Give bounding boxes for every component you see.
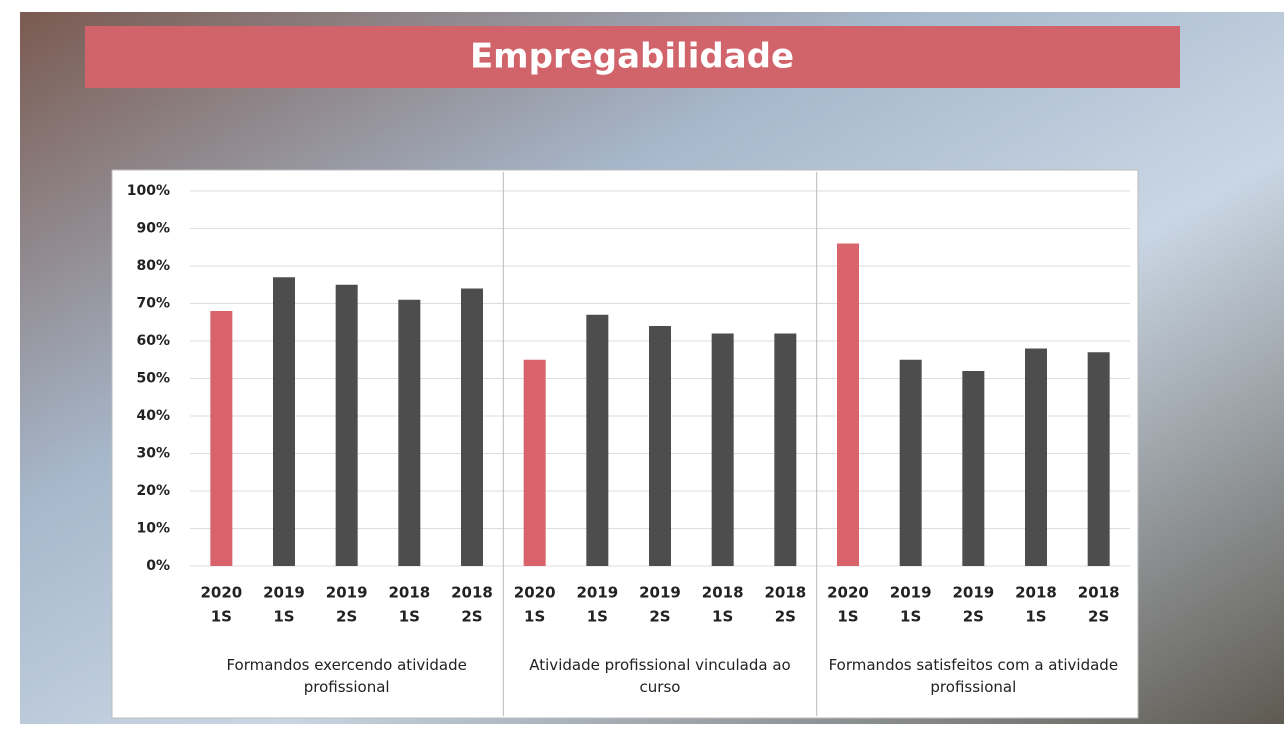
group-label-box: Formandos exercendo atividade profission… <box>226 656 467 696</box>
bar <box>649 326 671 566</box>
x-tick-label: 2018 <box>1078 584 1120 602</box>
x-tick-label: 2019 <box>639 584 681 602</box>
y-tick-label: 60% <box>136 333 170 349</box>
bar <box>210 311 233 566</box>
x-tick-label: 1S <box>712 608 733 626</box>
x-tick-label: 1S <box>1025 608 1046 626</box>
x-tick-label: 2018 <box>764 584 806 602</box>
group-label: Formandos satisfeitos com a atividade pr… <box>828 656 1119 696</box>
title-banner <box>85 26 1180 88</box>
group-label-box: Formandos satisfeitos com a atividade pr… <box>828 656 1119 696</box>
x-tick-label: 2020 <box>514 584 556 602</box>
bar <box>962 371 985 566</box>
y-tick-label: 20% <box>136 483 170 499</box>
y-tick-label: 30% <box>136 446 170 462</box>
y-tick-label: 10% <box>136 521 170 537</box>
x-tick-label: 1S <box>837 608 858 626</box>
bar <box>586 314 609 566</box>
x-tick-label: 2018 <box>702 584 744 602</box>
x-tick-label: 1S <box>587 608 608 626</box>
x-tick-label: 2019 <box>952 584 994 602</box>
bar <box>398 299 421 566</box>
y-tick-label: 70% <box>136 296 170 312</box>
bar <box>273 277 295 566</box>
x-tick-label: 2S <box>336 608 357 626</box>
bar <box>837 243 859 566</box>
x-tick-label: 1S <box>273 608 294 626</box>
x-tick-label: 2019 <box>263 584 305 602</box>
group-label: Atividade profissional vinculada ao curs… <box>529 656 791 696</box>
x-tick-label: 2S <box>1088 608 1109 626</box>
x-tick-label: 2S <box>775 608 796 626</box>
y-tick-label: 40% <box>136 408 170 424</box>
x-tick-label: 2019 <box>890 584 932 602</box>
x-tick-label: 2019 <box>576 584 618 602</box>
y-tick-label: 90% <box>136 221 170 237</box>
bar <box>1087 352 1110 566</box>
bar <box>1025 348 1047 566</box>
bar <box>461 288 483 566</box>
x-tick-label: 2020 <box>200 584 242 602</box>
bar <box>899 359 922 566</box>
x-tick-label: 1S <box>211 608 232 626</box>
group-label-box: Atividade profissional vinculada ao curs… <box>529 656 791 696</box>
bar <box>774 333 797 566</box>
y-tick-label: 100% <box>127 183 170 199</box>
group-label: Formandos exercendo atividade profission… <box>226 656 467 696</box>
x-tick-label: 2018 <box>388 584 430 602</box>
x-tick-label: 2018 <box>1015 584 1057 602</box>
x-tick-label: 2S <box>461 608 482 626</box>
x-tick-label: 2019 <box>326 584 368 602</box>
x-tick-label: 2018 <box>451 584 493 602</box>
x-tick-label: 2S <box>963 608 984 626</box>
x-tick-label: 2S <box>649 608 670 626</box>
x-tick-label: 2020 <box>827 584 869 602</box>
bar <box>523 359 546 566</box>
x-tick-label: 1S <box>524 608 545 626</box>
y-tick-label: 80% <box>136 258 170 274</box>
bar <box>335 284 358 566</box>
y-tick-label: 50% <box>136 371 170 387</box>
x-tick-label: 1S <box>900 608 921 626</box>
y-tick-label: 0% <box>146 558 170 574</box>
bar <box>711 333 734 566</box>
chart-title: Empregabilidade <box>470 37 794 77</box>
x-tick-label: 1S <box>399 608 420 626</box>
